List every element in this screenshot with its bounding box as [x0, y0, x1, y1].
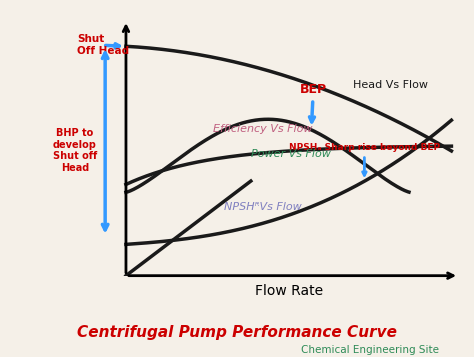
Text: Efficiency Vs Flow: Efficiency Vs Flow	[213, 124, 312, 134]
Text: BEP: BEP	[300, 84, 327, 122]
Text: NPSHₐ Sharp rise beyond BEP: NPSHₐ Sharp rise beyond BEP	[289, 143, 440, 175]
Text: BHP to
develop
Shut off
Head: BHP to develop Shut off Head	[53, 128, 97, 173]
Text: Flow Rate: Flow Rate	[255, 284, 323, 298]
Text: Centrifugal Pump Performance Curve: Centrifugal Pump Performance Curve	[77, 325, 397, 340]
Text: Head Vs Flow: Head Vs Flow	[353, 80, 428, 90]
Text: Chemical Engineering Site: Chemical Engineering Site	[301, 346, 439, 356]
Text: NPSHᴿVs Flow: NPSHᴿVs Flow	[224, 202, 302, 212]
Text: Power Vs Flow: Power Vs Flow	[251, 149, 331, 159]
Text: Shut
Off Head: Shut Off Head	[77, 35, 129, 56]
